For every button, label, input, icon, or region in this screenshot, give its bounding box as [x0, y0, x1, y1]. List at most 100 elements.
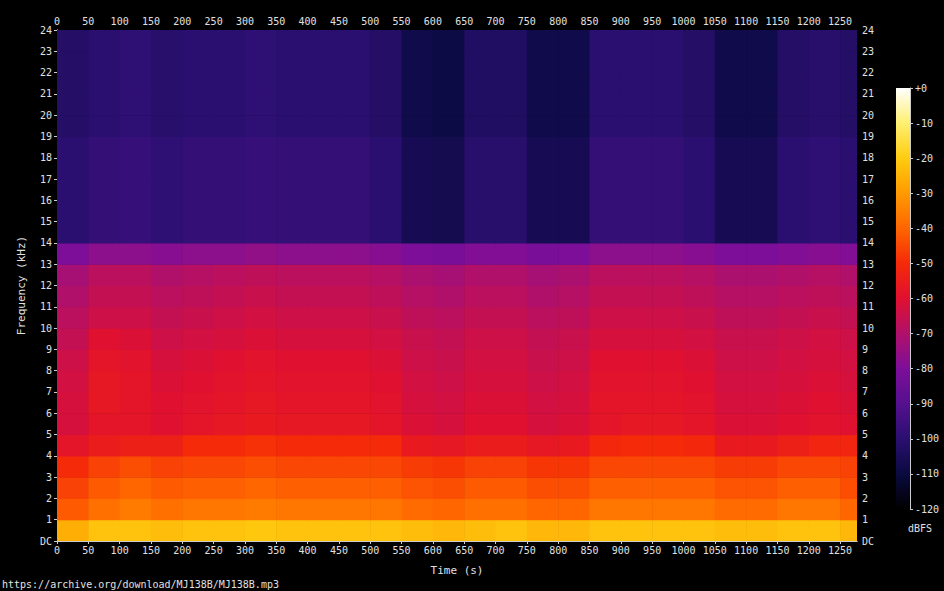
svg-text:16: 16	[40, 195, 52, 206]
svg-text:-20: -20	[915, 153, 933, 164]
svg-text:500: 500	[361, 16, 379, 27]
svg-text:1250: 1250	[828, 545, 852, 556]
svg-text:650: 650	[455, 16, 473, 27]
svg-text:19: 19	[862, 131, 874, 142]
svg-text:650: 650	[455, 545, 473, 556]
svg-text:18: 18	[862, 152, 874, 163]
svg-text:1050: 1050	[703, 545, 727, 556]
svg-text:16: 16	[862, 195, 874, 206]
svg-text:-50: -50	[915, 258, 933, 269]
svg-text:13: 13	[40, 259, 52, 270]
svg-text:1000: 1000	[671, 16, 695, 27]
svg-text:1: 1	[862, 514, 868, 525]
svg-text:800: 800	[549, 545, 567, 556]
svg-text:23: 23	[862, 46, 874, 57]
svg-text:20: 20	[862, 110, 874, 121]
svg-text:4: 4	[862, 450, 868, 461]
svg-text:23: 23	[40, 46, 52, 57]
svg-text:1100: 1100	[734, 16, 758, 27]
svg-text:15: 15	[40, 216, 52, 227]
svg-text:21: 21	[40, 88, 52, 99]
svg-text:600: 600	[424, 545, 442, 556]
svg-text:450: 450	[330, 545, 348, 556]
svg-text:24: 24	[40, 25, 52, 36]
svg-text:300: 300	[236, 545, 254, 556]
svg-text:200: 200	[173, 545, 191, 556]
svg-text:500: 500	[361, 545, 379, 556]
svg-text:950: 950	[643, 16, 661, 27]
svg-text:150: 150	[142, 16, 160, 27]
svg-text:-100: -100	[915, 433, 939, 444]
svg-text:19: 19	[40, 131, 52, 142]
svg-text:400: 400	[299, 545, 317, 556]
svg-text:6: 6	[46, 408, 52, 419]
svg-text:50: 50	[82, 545, 94, 556]
svg-text:-40: -40	[915, 223, 933, 234]
svg-text:14: 14	[40, 237, 52, 248]
svg-text:-10: -10	[915, 118, 933, 129]
svg-text:+0: +0	[915, 83, 927, 94]
svg-text:21: 21	[862, 88, 874, 99]
svg-text:1150: 1150	[765, 16, 789, 27]
svg-text:600: 600	[424, 16, 442, 27]
svg-text:750: 750	[518, 16, 536, 27]
svg-text:7: 7	[46, 386, 52, 397]
svg-text:dBFS: dBFS	[908, 523, 932, 534]
svg-text:-90: -90	[915, 398, 933, 409]
svg-text:1: 1	[46, 514, 52, 525]
svg-text:250: 250	[205, 16, 223, 27]
svg-text:11: 11	[40, 301, 52, 312]
svg-text:9: 9	[46, 344, 52, 355]
svg-text:17: 17	[40, 174, 52, 185]
svg-text:550: 550	[393, 545, 411, 556]
svg-text:-60: -60	[915, 293, 933, 304]
svg-text:350: 350	[267, 545, 285, 556]
svg-text:1100: 1100	[734, 545, 758, 556]
svg-text:-80: -80	[915, 363, 933, 374]
svg-text:12: 12	[862, 280, 874, 291]
svg-text:-30: -30	[915, 188, 933, 199]
svg-text:750: 750	[518, 545, 536, 556]
svg-text:13: 13	[862, 259, 874, 270]
svg-text:-70: -70	[915, 328, 933, 339]
svg-text:900: 900	[612, 16, 630, 27]
svg-text:700: 700	[486, 545, 504, 556]
svg-text:7: 7	[862, 386, 868, 397]
svg-text:DC: DC	[862, 536, 874, 547]
svg-text:3: 3	[862, 472, 868, 483]
svg-text:10: 10	[40, 323, 52, 334]
svg-text:18: 18	[40, 152, 52, 163]
svg-text:700: 700	[486, 16, 504, 27]
svg-text:100: 100	[111, 545, 129, 556]
svg-text:450: 450	[330, 16, 348, 27]
svg-text:1050: 1050	[703, 16, 727, 27]
svg-text:22: 22	[862, 67, 874, 78]
svg-text:400: 400	[299, 16, 317, 27]
svg-text:1200: 1200	[797, 16, 821, 27]
svg-text:5: 5	[46, 429, 52, 440]
svg-text:300: 300	[236, 16, 254, 27]
svg-text:850: 850	[580, 545, 598, 556]
svg-text:8: 8	[862, 365, 868, 376]
svg-text:15: 15	[862, 216, 874, 227]
svg-text:4: 4	[46, 450, 52, 461]
svg-text:50: 50	[82, 16, 94, 27]
svg-text:850: 850	[580, 16, 598, 27]
svg-text:1150: 1150	[765, 545, 789, 556]
svg-text:950: 950	[643, 545, 661, 556]
svg-text:https://archive.org/download/M: https://archive.org/download/MJ138B/MJ13…	[2, 579, 279, 590]
svg-text:6: 6	[862, 408, 868, 419]
svg-text:22: 22	[40, 67, 52, 78]
svg-text:10: 10	[862, 323, 874, 334]
svg-text:1250: 1250	[828, 16, 852, 27]
svg-text:900: 900	[612, 545, 630, 556]
svg-text:14: 14	[862, 237, 874, 248]
svg-text:0: 0	[54, 545, 60, 556]
svg-text:0: 0	[54, 16, 60, 27]
svg-text:DC: DC	[40, 536, 52, 547]
svg-text:250: 250	[205, 545, 223, 556]
svg-text:Frequency (kHz): Frequency (kHz)	[15, 236, 28, 335]
svg-text:350: 350	[267, 16, 285, 27]
svg-text:9: 9	[862, 344, 868, 355]
svg-text:2: 2	[46, 493, 52, 504]
